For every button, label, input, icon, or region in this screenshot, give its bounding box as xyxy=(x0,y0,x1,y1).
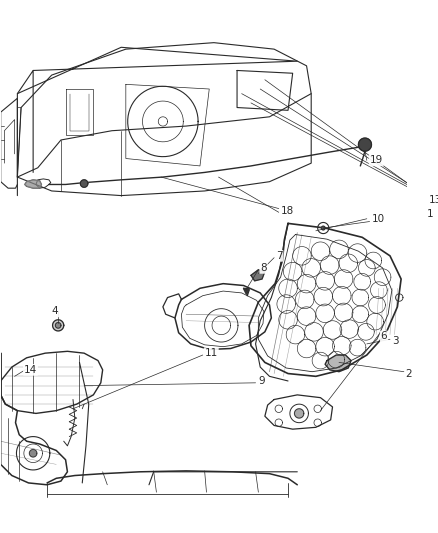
Text: 9: 9 xyxy=(258,376,265,386)
Text: 14: 14 xyxy=(24,365,37,375)
Text: 1: 1 xyxy=(427,209,434,219)
Text: 13: 13 xyxy=(429,195,438,205)
Polygon shape xyxy=(53,320,64,331)
Polygon shape xyxy=(29,449,37,457)
Polygon shape xyxy=(25,180,42,188)
Text: 18: 18 xyxy=(281,206,294,216)
Text: 11: 11 xyxy=(205,348,218,358)
Text: 10: 10 xyxy=(371,214,385,224)
Text: 7: 7 xyxy=(276,251,283,261)
Polygon shape xyxy=(55,322,61,328)
Text: 19: 19 xyxy=(370,156,383,165)
Text: 3: 3 xyxy=(392,336,399,346)
Text: 4: 4 xyxy=(52,306,58,317)
Polygon shape xyxy=(251,270,265,281)
Polygon shape xyxy=(321,226,325,230)
Polygon shape xyxy=(358,138,371,151)
Text: 2: 2 xyxy=(406,368,412,378)
Polygon shape xyxy=(294,409,304,418)
Polygon shape xyxy=(81,180,88,187)
Text: 6: 6 xyxy=(381,332,387,342)
Polygon shape xyxy=(325,355,351,372)
Text: 8: 8 xyxy=(260,263,267,273)
